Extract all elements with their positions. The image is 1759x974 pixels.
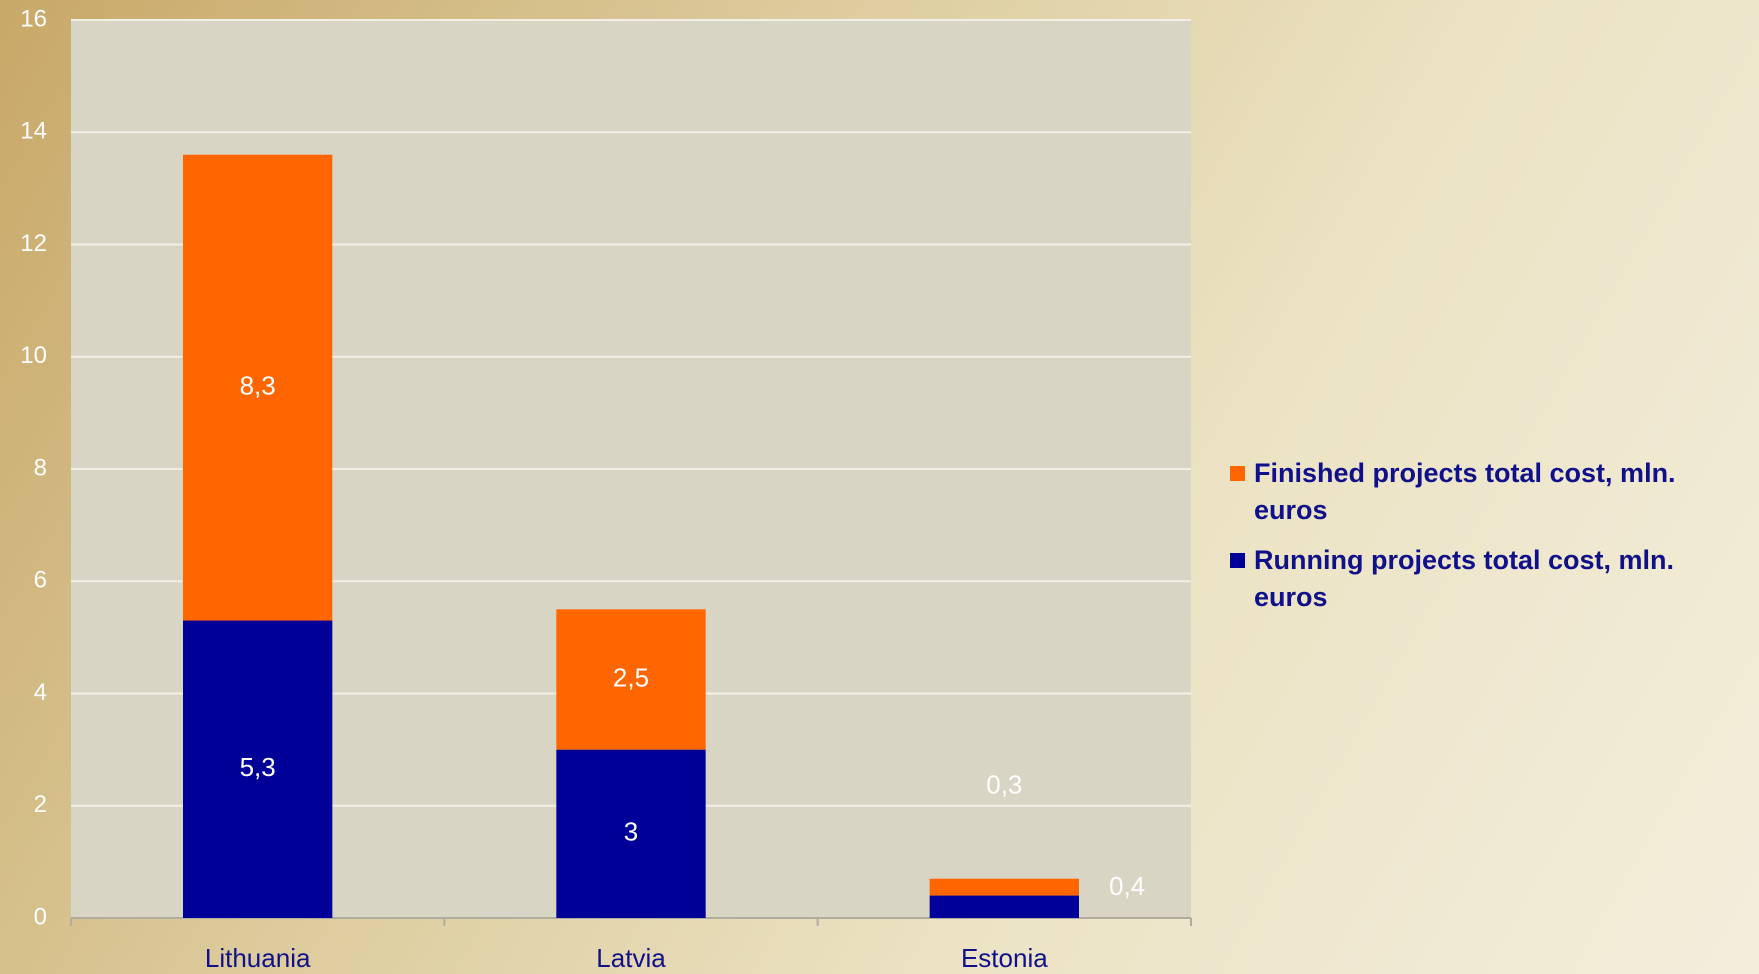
y-tick-label: 4 xyxy=(34,679,47,706)
x-tick-label: Latvia xyxy=(596,943,666,973)
bar-segment xyxy=(929,895,1079,918)
legend-swatch xyxy=(1230,466,1245,481)
x-tick-label: Estonia xyxy=(961,943,1048,973)
y-tick-label: 2 xyxy=(34,791,47,818)
value-label: 0,4 xyxy=(1109,871,1145,901)
legend-swatch xyxy=(1230,553,1245,568)
legend-item: Running projects total cost, mln. euros xyxy=(1230,542,1755,616)
y-tick-label: 10 xyxy=(20,342,47,369)
y-tick-label: 12 xyxy=(20,230,47,257)
bar-segment xyxy=(183,154,333,621)
value-label: 2,5 xyxy=(613,662,649,692)
x-tick-label: Lithuania xyxy=(205,943,311,973)
bar-segment xyxy=(929,878,1079,896)
y-tick-label: 16 xyxy=(20,5,47,32)
y-tick-label: 8 xyxy=(34,454,47,481)
legend-item: Finished projects total cost, mln. euros xyxy=(1230,455,1755,529)
legend-label: Finished projects total cost, mln. euros xyxy=(1254,458,1676,525)
bar-segment xyxy=(183,620,333,918)
value-label: 0,3 xyxy=(986,770,1022,800)
bar-segment xyxy=(556,609,706,750)
y-tick-label: 6 xyxy=(34,567,47,594)
value-label: 8,3 xyxy=(240,370,276,400)
value-label: 5,3 xyxy=(240,752,276,782)
value-label: 3 xyxy=(624,817,638,847)
y-tick-label: 14 xyxy=(20,118,47,145)
legend-label: Running projects total cost, mln. euros xyxy=(1254,545,1675,612)
bar-segment xyxy=(556,749,706,918)
y-tick-label: 0 xyxy=(34,903,47,930)
